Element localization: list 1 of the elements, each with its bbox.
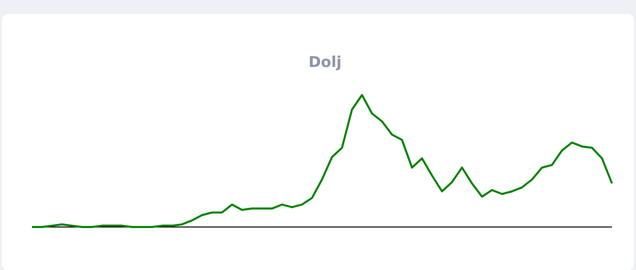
chart-title: Dolj — [308, 53, 342, 71]
